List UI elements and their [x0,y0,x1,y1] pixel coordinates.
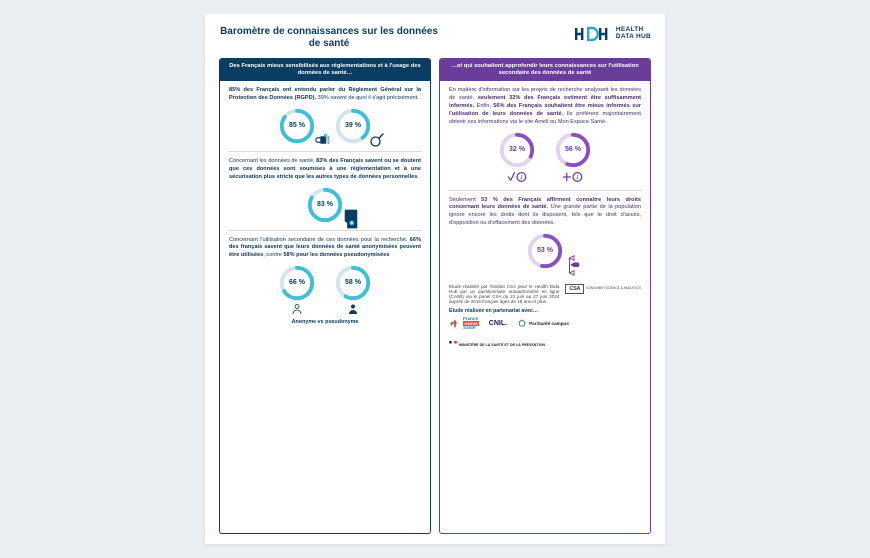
footnote-text: Etude réalisée par l'institut CSA pour l… [449,284,559,304]
hdh-logo: HEALTH DATA HUB [575,26,651,42]
partners-row: FranceAssosSanté CNIL. PariSanté campus … [449,317,641,351]
donut-row-r2: 53 % [449,232,641,270]
header: Baromètre de connaissances sur les donné… [219,26,651,50]
donut-56: 56 % [554,131,592,169]
right-column: …et qui souhaitent approfondir leurs con… [439,58,651,534]
donut-row-s3: 66 % 58 % [229,264,421,317]
donut-53-label: 53 % [526,232,564,270]
donut-56-label: 56 % [554,131,592,169]
anon-caption: Anonyme vs pseudonyme [229,319,421,327]
logo-mark-icon [575,26,611,42]
study-footnote: Etude réalisée par l'institut CSA pour l… [449,280,641,306]
logo-text: HEALTH DATA HUB [616,27,651,41]
donut-83: 83 % [306,186,344,224]
scales-fist-icon [562,254,586,274]
donut-39-label: 39 % [334,107,372,145]
person-outline-icon [278,303,316,317]
donut-85: 85 % RGPD [278,107,316,145]
right-lower: Etude réalisée par l'institut CSA pour l… [440,276,650,357]
donut-58-label: 58 % [334,264,372,302]
left-section-2: Concernant les données de santé, 83% des… [220,152,430,229]
left-section-1: 85% des Français ont entendu parler du R… [220,81,430,151]
donut-row-r1: 32 % i 56 % i [449,131,641,184]
s3-d: 58% pour les données pseudonymisées [283,252,389,258]
main-title: Baromètre de connaissances sur les donné… [219,26,439,50]
svg-text:i: i [521,174,523,181]
s3-a: Concernant l'utilisation secondaire de c… [229,237,410,243]
r2-a: Seulement [449,197,481,203]
right-column-header: …et qui souhaitent approfondir leurs con… [440,59,650,81]
csa-sub: CONSUMER SCIENCE & ANALYTICS [586,287,641,290]
left-column-header: Des Français mieux sensibilisés aux régl… [220,59,430,81]
donut-32-label: 32 % [498,131,536,169]
donut-39: 39 % [334,107,372,145]
s3-c: , contre [263,252,283,258]
csa-logo: CSA [565,284,584,294]
partner-france-assos: FranceAssosSanté [449,317,479,331]
check-info-icon: i [498,170,536,184]
donut-66: 66 % [278,264,316,302]
donut-83-label: 83 % [306,186,344,224]
r1-c: Enfin, [474,103,493,109]
donut-53: 53 % [526,232,564,270]
partner-parisante: PariSanté campus [517,319,569,329]
logo-text-line2: DATA HUB [616,34,651,41]
partner-ministere: MINISTÈRE DE LA SANTÉ ET DE LA PRÉVENTIO… [449,341,545,351]
right-section-1: En matière d'information sur les projets… [440,81,650,189]
infographic-page: Baromètre de connaissances sur les donné… [205,14,665,544]
folder-plus-icon [340,210,362,228]
left-section-3: Concernant l'utilisation secondaire de c… [220,231,430,333]
right-section-2: Seulement 53 % des Français affirment co… [440,191,650,276]
s2-a: Concernant les données de santé, [229,158,316,164]
plus-info-icon: i [554,170,592,184]
svg-text:RGPD: RGPD [326,136,330,144]
svg-text:i: i [577,174,579,181]
s2-c: . [417,174,419,180]
partner-cnil: CNIL. [489,320,507,327]
magnifier-icon [368,131,386,149]
partners-title: Etude réalisée en partenariat avec… [449,308,641,314]
person-solid-icon [334,303,372,317]
rgpd-lock-icon: RGPD [312,131,330,149]
donut-row-s1: 85 % RGPD 39 % [229,107,421,145]
donut-row-s2: 83 % [229,186,421,224]
donut-58: 58 % [334,264,372,302]
donut-85-label: 85 % [278,107,316,145]
s1-rest: 39% savent de quoi il s'agit précisément… [316,95,419,101]
donut-32: 32 % [498,131,536,169]
left-column: Des Français mieux sensibilisés aux régl… [219,58,431,534]
donut-66-label: 66 % [278,264,316,302]
columns: Des Français mieux sensibilisés aux régl… [219,58,651,534]
